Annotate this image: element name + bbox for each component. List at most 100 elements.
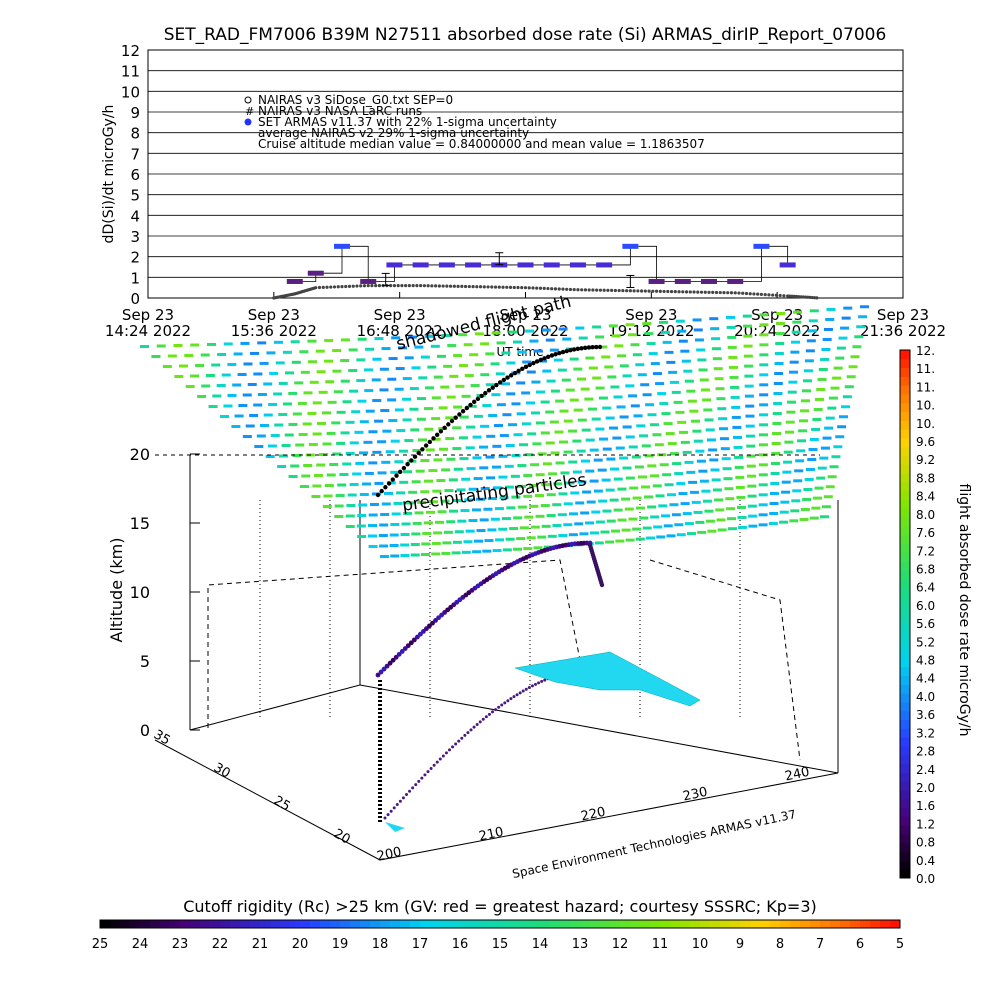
dose-colorbar-tick: 10. bbox=[916, 417, 935, 431]
dose-colorbar-swatch bbox=[900, 526, 910, 536]
particle-mark bbox=[301, 474, 311, 478]
particle-mark bbox=[688, 480, 698, 484]
particle-mark bbox=[721, 457, 731, 461]
particle-mark bbox=[628, 333, 638, 337]
rigidity-colorbar-swatch bbox=[130, 920, 141, 928]
nairas-point bbox=[493, 285, 498, 289]
particle-mark bbox=[542, 369, 552, 373]
particle-mark bbox=[617, 487, 627, 491]
rigidity-colorbar-swatch bbox=[380, 920, 391, 928]
dose-colorbar-tick: 7.6 bbox=[916, 526, 935, 540]
ground-track-point bbox=[386, 813, 390, 817]
particle-mark bbox=[334, 515, 344, 518]
legend-entry: NAIRAS v3 NASA LaRC runs bbox=[258, 104, 422, 118]
dose-colorbar-tick: 6.4 bbox=[916, 581, 935, 595]
particle-mark bbox=[504, 464, 514, 468]
particle-mark bbox=[340, 431, 350, 435]
particle-mark bbox=[555, 461, 565, 465]
particle-mark bbox=[383, 491, 393, 495]
rigidity-colorbar-swatch bbox=[610, 920, 621, 928]
particle-mark bbox=[770, 481, 780, 485]
particle-mark bbox=[808, 447, 818, 451]
cutoff-rigidity-patch-small bbox=[385, 822, 405, 832]
particle-mark bbox=[787, 390, 797, 394]
particle-mark bbox=[378, 534, 388, 538]
legend-marker-nairas-v3 bbox=[244, 96, 252, 104]
particle-mark bbox=[232, 383, 242, 387]
particle-mark bbox=[342, 400, 352, 404]
climb-point bbox=[378, 724, 382, 726]
particle-mark bbox=[806, 339, 816, 343]
particle-mark bbox=[495, 538, 505, 542]
shadowed-path-point bbox=[546, 354, 551, 360]
climb-point bbox=[378, 756, 382, 758]
particle-mark bbox=[644, 495, 654, 499]
particle-mark bbox=[472, 550, 482, 554]
nairas-point bbox=[606, 288, 610, 292]
nairas-point bbox=[407, 284, 412, 288]
particle-mark bbox=[833, 366, 843, 370]
particle-mark bbox=[727, 527, 737, 531]
particle-mark bbox=[781, 490, 791, 494]
particle-mark bbox=[259, 424, 269, 428]
particle-mark bbox=[357, 337, 367, 341]
ground-track-point bbox=[530, 684, 534, 688]
dose-colorbar-swatch bbox=[900, 666, 910, 677]
rigidity-colorbar-tick: 17 bbox=[412, 937, 429, 952]
particle-mark bbox=[349, 482, 359, 486]
particle-mark bbox=[269, 371, 279, 375]
dose-colorbar-tick: 0.0 bbox=[916, 872, 935, 886]
dose-colorbar-swatch bbox=[900, 798, 910, 809]
particle-mark bbox=[674, 523, 684, 527]
y-tick-label: 1 bbox=[130, 269, 140, 287]
flight-arc-point bbox=[396, 651, 402, 657]
particle-mark bbox=[312, 401, 322, 405]
particle-mark bbox=[329, 462, 339, 466]
nairas-point bbox=[478, 285, 483, 289]
particle-mark bbox=[474, 332, 484, 336]
rigidity-colorbar-swatch bbox=[840, 920, 851, 928]
rigidity-colorbar-swatch bbox=[560, 920, 571, 928]
particle-mark bbox=[676, 533, 686, 537]
particle-mark bbox=[442, 541, 452, 545]
climb-point bbox=[378, 780, 382, 782]
particle-mark bbox=[367, 534, 377, 538]
particle-mark bbox=[839, 415, 849, 419]
ground-track-point bbox=[444, 751, 448, 755]
particle-mark bbox=[644, 332, 654, 336]
armas-point bbox=[753, 243, 770, 249]
flight-arc-point bbox=[411, 637, 417, 643]
particle-mark bbox=[580, 511, 590, 515]
nairas-point bbox=[722, 291, 726, 295]
particle-mark bbox=[846, 375, 856, 379]
rigidity-colorbar-tick: 19 bbox=[332, 937, 349, 952]
dose-colorbar-swatch bbox=[900, 402, 910, 413]
particle-mark bbox=[601, 478, 611, 482]
particle-mark bbox=[374, 481, 384, 485]
flight-arc-point bbox=[402, 646, 408, 651]
nairas-point bbox=[434, 284, 438, 288]
particle-mark bbox=[679, 430, 689, 434]
particle-mark bbox=[411, 532, 421, 536]
particle-mark bbox=[692, 429, 702, 433]
particle-mark bbox=[480, 487, 490, 491]
rigidity-colorbar-swatch bbox=[640, 920, 651, 928]
particle-mark bbox=[681, 359, 691, 363]
x-tick-label-day: Sep 23 bbox=[374, 306, 426, 324]
nairas-point bbox=[756, 292, 760, 296]
particle-mark bbox=[592, 325, 602, 329]
dose-colorbar-swatch bbox=[900, 825, 910, 835]
armas-point bbox=[386, 262, 403, 268]
particle-mark bbox=[505, 444, 515, 448]
particle-mark bbox=[540, 400, 550, 404]
nairas-point bbox=[621, 289, 625, 293]
climb-point bbox=[378, 704, 382, 706]
particle-mark bbox=[546, 493, 556, 497]
particle-mark bbox=[600, 530, 610, 534]
particle-mark bbox=[309, 380, 319, 384]
ground-track-point bbox=[408, 789, 412, 793]
particle-mark bbox=[411, 480, 421, 484]
particle-mark bbox=[501, 517, 511, 521]
ground-track-point bbox=[491, 710, 494, 714]
particle-mark bbox=[339, 472, 349, 476]
